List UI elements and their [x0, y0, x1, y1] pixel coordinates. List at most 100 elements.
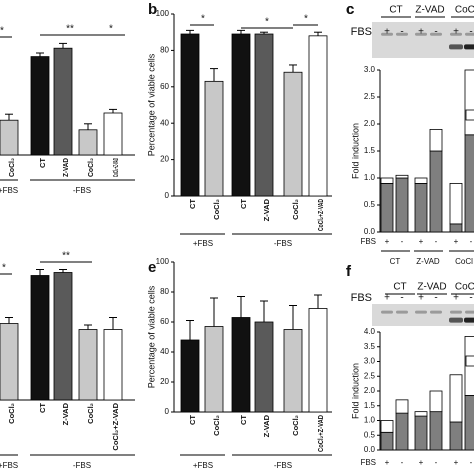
blot-band [381, 32, 393, 36]
blot-band [396, 310, 408, 314]
y-axis-label: Fold induction [350, 123, 360, 179]
bar-segment [449, 182, 463, 225]
bar-segment [395, 399, 409, 414]
y-tick-label: 1.0 [364, 173, 376, 182]
bar-segment [449, 421, 463, 451]
y-tick-label: 40 [160, 347, 169, 356]
blot-header: CT [389, 5, 402, 16]
blot-row-label: FBS [351, 292, 372, 304]
x-tick-label: CT [239, 415, 248, 425]
blot-sign: + [453, 27, 459, 38]
bar [0, 323, 19, 401]
panel-label: f [346, 263, 352, 280]
y-tick-label: 2.5 [364, 371, 376, 380]
blot-sign: + [384, 293, 390, 304]
y-tick-label: 0.0 [364, 227, 376, 236]
group-label: +FBS [0, 186, 18, 195]
bar-segment [414, 415, 428, 451]
fbs-sign: - [435, 458, 438, 467]
bar [204, 80, 224, 197]
y-tick-label: 1.5 [364, 146, 376, 155]
y-tick-label: 0.0 [364, 445, 376, 454]
group-label: CT [390, 257, 401, 266]
blot-band [430, 32, 442, 36]
bar [283, 329, 303, 413]
fbs-sign: + [385, 237, 390, 246]
bar-segment [429, 128, 443, 152]
bar [254, 33, 274, 197]
blot-band [464, 317, 474, 323]
blot-sign: + [418, 293, 424, 304]
y-tick-label: 80 [160, 287, 169, 296]
bar [78, 129, 98, 156]
blot-band [449, 44, 463, 50]
x-tick-label: CoCl₂ [291, 415, 300, 436]
blot-band [465, 310, 474, 314]
y-tick-label: 40 [160, 118, 169, 127]
y-tick-label: 100 [156, 257, 170, 266]
x-tick-label: CoCl₂ [212, 415, 221, 436]
fbs-sign: + [385, 458, 390, 467]
bar [254, 321, 274, 413]
group-label: Z-VAD [416, 257, 440, 266]
x-tick-label: CT [38, 158, 47, 168]
group-label: +FBS [193, 239, 213, 248]
x-tick-label: CoCl₂ [291, 199, 300, 220]
bar [308, 308, 328, 413]
group-label: -FBS [73, 461, 91, 470]
group-label: -FBS [73, 186, 91, 195]
panel-label: f [346, 263, 352, 280]
blot-sign: + [453, 293, 459, 304]
blot-sign: - [434, 293, 437, 304]
blot-band [381, 310, 393, 314]
blot-header: Z-VAD [415, 5, 444, 16]
x-tick-label: CoCl₂ [7, 158, 16, 177]
x-tick-label: Z-VAD [61, 402, 70, 425]
y-axis-label: Percentage of viable cells [146, 53, 156, 156]
bar-segment [414, 411, 428, 417]
blot-sign: + [418, 27, 424, 38]
fbs-sign: + [419, 237, 424, 246]
bar-segment [380, 431, 394, 451]
fbs-sign: + [419, 458, 424, 467]
blot-band [449, 317, 463, 323]
fbs-row-label: FBS [360, 237, 376, 246]
bar-segment [380, 420, 394, 433]
blot-sign: + [384, 27, 390, 38]
bar [78, 329, 98, 401]
blot-sign: - [400, 293, 403, 304]
significance: * [304, 14, 308, 25]
y-tick-label: 60 [160, 317, 169, 326]
blot-band [450, 32, 462, 36]
y-tick-label: 20 [160, 155, 169, 164]
legend-swatch [465, 109, 474, 121]
bar-segment [449, 374, 463, 423]
y-tick-label: 60 [160, 82, 169, 91]
x-tick-label: CoCl₂+Z-VAD [111, 402, 120, 450]
bar [30, 56, 50, 156]
bar [231, 317, 251, 413]
y-tick-label: 2.0 [364, 119, 376, 128]
y-tick-label: 1.0 [364, 416, 376, 425]
y-tick-label: 4.0 [364, 327, 376, 336]
group-label: -FBS [274, 461, 292, 470]
y-tick-label: 3.5 [364, 342, 376, 351]
blot-band [415, 32, 427, 36]
blot-band [464, 44, 474, 50]
x-tick-label: CT [239, 199, 248, 209]
group-label: CoCl [455, 257, 473, 266]
bar [180, 33, 200, 197]
group-label: +FBS [0, 461, 18, 470]
significance: ** [66, 24, 74, 35]
significance: * [2, 263, 6, 274]
significance: ** [62, 251, 70, 262]
blot-header: Z-VAD [417, 282, 446, 293]
y-tick-label: 0 [165, 191, 170, 200]
fbs-sign: - [401, 458, 404, 467]
bar [103, 329, 123, 401]
significance: * [109, 24, 113, 35]
blot-header: CoCl [455, 282, 474, 293]
bar [231, 33, 251, 197]
x-tick-label: CoCl₂ [212, 199, 221, 220]
